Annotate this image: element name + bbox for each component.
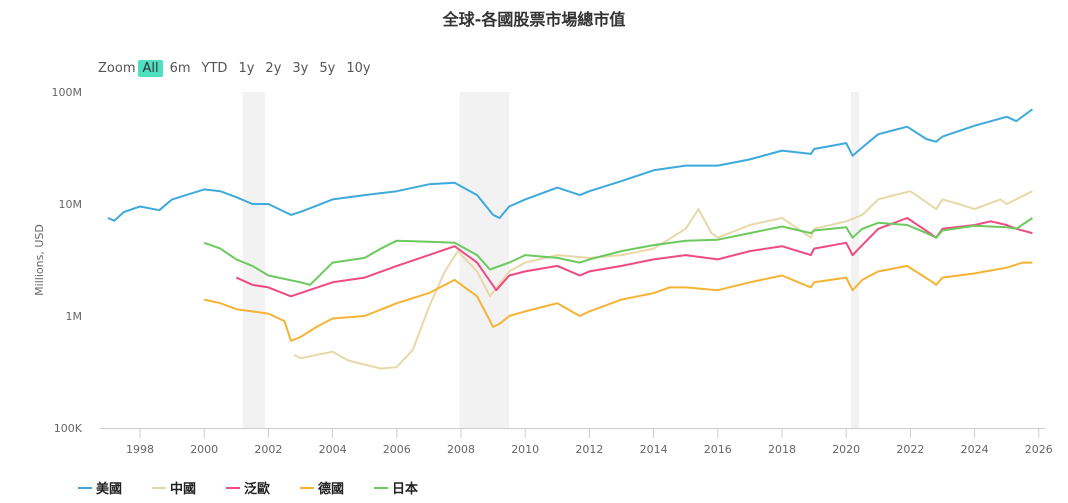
x-tick-label: 2004 [319,443,347,456]
zoom-button-all[interactable]: All [138,60,163,77]
y-tick-label: 10M [59,198,83,211]
legend-label: 德國 [318,482,345,497]
x-tick-label: 2002 [254,443,282,456]
zoom-button-2y[interactable]: 2y [265,61,282,76]
range-selector: Zoom All 6m YTD 1y 2y 3y 5y 10y [98,60,375,77]
chart-title: 全球-各國股票市場總市值 [442,10,626,29]
zoom-button-6m[interactable]: 6m [169,61,191,76]
x-tick-label: 2016 [704,443,732,456]
x-tick-label: 2010 [511,443,539,456]
y-axis-title: Millions, USD [33,224,46,296]
y-tick-label: 1M [66,310,83,323]
legend-label: 日本 [392,482,419,497]
legend-label: 中國 [170,482,197,497]
x-tick-label: 2014 [640,443,668,456]
legend-label: 泛歐 [244,482,271,497]
series-line-3[interactable] [203,261,1033,342]
legend-item[interactable]: 美國 [78,478,152,497]
zoom-label: Zoom [98,61,136,76]
x-tick-label: 2012 [575,443,603,456]
zoom-button-5y[interactable]: 5y [319,61,336,76]
legend-swatch [226,486,240,489]
legend-item[interactable]: 中國 [152,478,226,497]
legend-label: 美國 [96,482,123,497]
x-tick-label: 2006 [383,443,411,456]
y-tick-label: 100K [54,422,83,435]
series-line-4[interactable] [203,217,1033,286]
series-line-2[interactable] [235,217,1033,298]
x-tick-label: 2018 [768,443,796,456]
legend: 美國 中國 泛歐 德國 日本 [78,478,448,497]
y-tick-label: 100M [52,86,83,99]
x-tick-label: 2008 [447,443,475,456]
x-tick-label: 2026 [1025,443,1053,456]
zoom-button-10y[interactable]: 10y [346,61,371,76]
legend-item[interactable]: 日本 [374,478,448,497]
recession-band [459,92,510,428]
series-line-1[interactable] [293,190,1033,370]
legend-item[interactable]: 德國 [300,478,374,497]
x-tick-label: 1998 [126,443,154,456]
legend-swatch [78,486,92,489]
x-tick-label: 2022 [896,443,924,456]
recession-band [242,92,266,428]
recession-band [851,92,860,428]
zoom-button-3y[interactable]: 3y [292,61,309,76]
zoom-button-1y[interactable]: 1y [238,61,255,76]
x-tick-label: 2024 [961,443,989,456]
legend-item[interactable]: 泛歐 [226,478,300,497]
legend-swatch [152,486,166,489]
legend-swatch [374,486,388,489]
legend-swatch [300,486,314,489]
x-tick-label: 2000 [190,443,218,456]
zoom-button-ytd[interactable]: YTD [201,61,228,76]
x-tick-label: 2020 [832,443,860,456]
series-line-0[interactable] [107,108,1033,222]
